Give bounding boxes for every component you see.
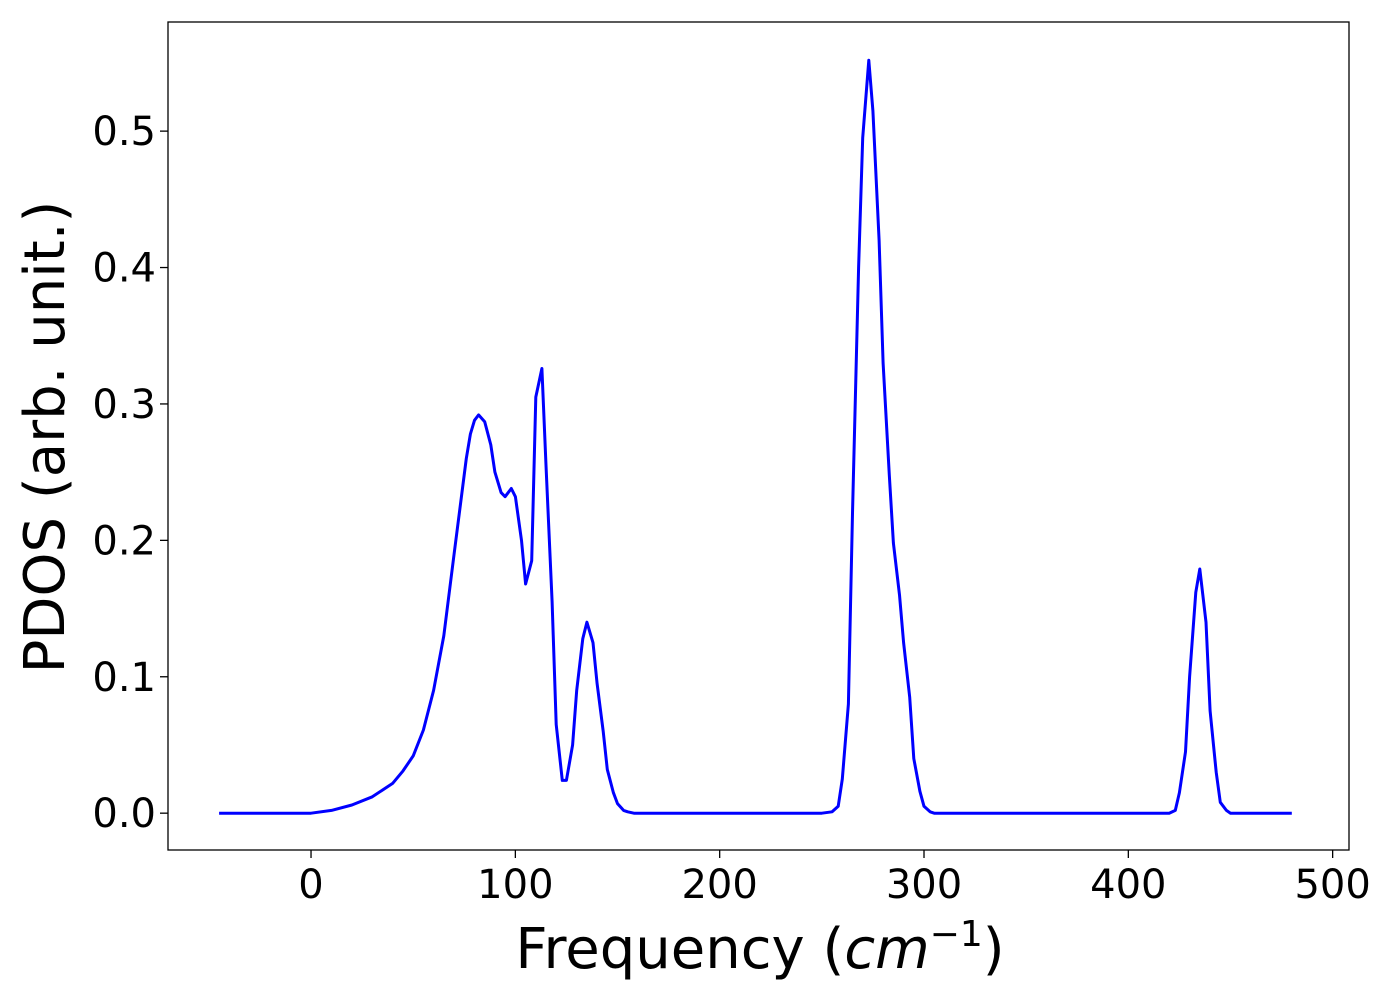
x-tick-label: 300	[886, 862, 962, 908]
x-tick-label: 400	[1090, 862, 1166, 908]
y-tick-label: 0.0	[92, 791, 156, 837]
x-tick-label: 0	[298, 862, 323, 908]
y-tick-label: 0.5	[92, 109, 156, 155]
x-axis-label-prefix: Frequency (	[515, 917, 844, 982]
x-axis-label-suffix: )	[983, 917, 1005, 982]
y-axis-ticks: 0.0 0.1 0.2 0.3 0.4 0.5	[92, 109, 168, 837]
series-layer	[219, 58, 1292, 815]
y-axis-label: PDOS (arb. unit.)	[13, 201, 78, 674]
y-tick-label: 0.2	[92, 518, 156, 564]
y-tick-label: 0.3	[92, 382, 156, 428]
x-tick-label: 200	[681, 862, 757, 908]
x-axis-label-exponent: −1	[930, 914, 983, 955]
x-tick-label: 500	[1294, 862, 1370, 908]
x-axis-label-unit: cm	[844, 917, 929, 982]
y-tick-label: 0.4	[92, 246, 156, 292]
plot-area-frame	[167, 21, 1350, 851]
series-line-1	[219, 58, 1292, 815]
x-axis-label: Frequency (cm−1)	[515, 914, 1004, 982]
x-tick-label: 100	[477, 862, 553, 908]
y-tick-label: 0.1	[92, 655, 156, 701]
x-axis-ticks: 0 100 200 300 400 500	[298, 850, 1371, 908]
